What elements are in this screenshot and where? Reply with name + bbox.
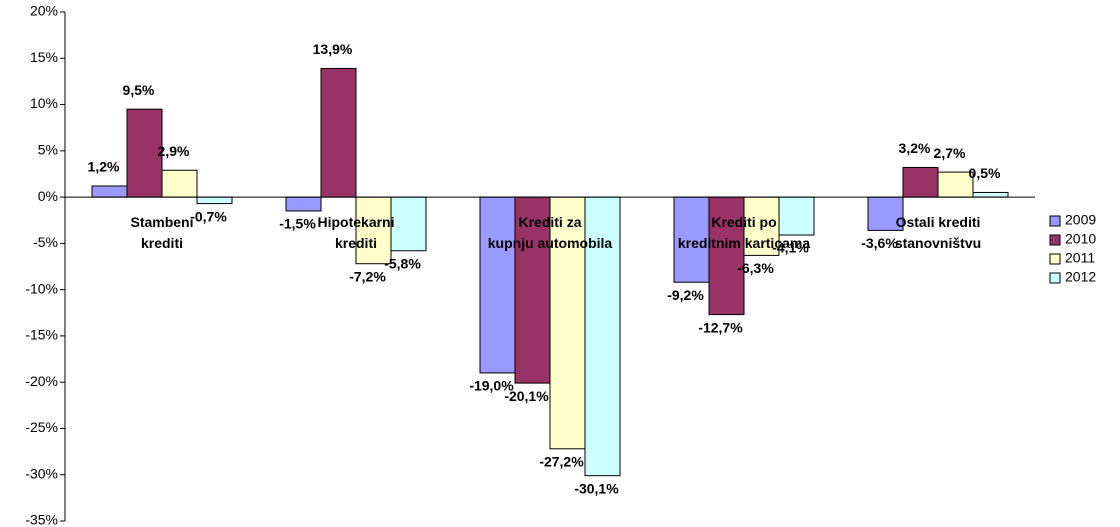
bar [479, 196, 516, 374]
bar [708, 196, 745, 316]
legend-label: 2012 [1065, 269, 1096, 285]
legend-label: 2011 [1065, 250, 1095, 266]
bar [549, 196, 586, 450]
bar [285, 196, 322, 212]
category-label: krediti [335, 235, 377, 251]
value-label: -9,2% [667, 287, 704, 303]
category-label: Stambeni [130, 214, 193, 230]
value-label: 2,9% [158, 143, 190, 159]
bar [867, 196, 904, 231]
value-label: -7,2% [349, 268, 386, 284]
bar [355, 196, 392, 265]
legend-label: 2010 [1065, 231, 1096, 247]
category-label: Ostali krediti [896, 214, 981, 230]
category-label: kreditnim karticama [678, 235, 810, 251]
legend-label: 2009 [1065, 212, 1096, 228]
y-tick-label: 20% [30, 3, 58, 19]
value-label: -1,5% [279, 216, 316, 232]
legend-swatch [1049, 272, 1061, 284]
y-tick-label: -35% [25, 512, 58, 527]
bar [196, 196, 233, 205]
bar [902, 166, 939, 198]
y-tick-label: -10% [25, 280, 58, 296]
y-tick-label: 10% [30, 95, 58, 111]
value-label: 9,5% [123, 82, 155, 98]
y-tick-label: -5% [33, 234, 58, 250]
category-label: krediti [141, 235, 183, 251]
value-label: -12,7% [698, 319, 743, 335]
value-label: -6,3% [737, 260, 774, 276]
category-label: stanovništvu [895, 235, 981, 251]
category-label: Hipotekarni [317, 214, 394, 230]
y-tick-label: 0% [38, 188, 58, 204]
value-label: -3,6% [861, 235, 898, 251]
y-tick-label: -25% [25, 419, 58, 435]
value-label: 1,2% [88, 159, 120, 175]
legend-swatch [1049, 215, 1061, 227]
bar [743, 196, 780, 256]
bar [972, 191, 1009, 198]
bar [161, 169, 198, 198]
value-label: -30,1% [574, 480, 619, 496]
value-label: -27,2% [539, 454, 584, 470]
bar [584, 196, 621, 477]
bar [778, 196, 815, 236]
value-label: -5,8% [384, 255, 421, 271]
y-tick-label: -20% [25, 373, 58, 389]
value-label: -20,1% [504, 388, 549, 404]
value-label: 0,5% [969, 165, 1001, 181]
y-tick-label: -30% [25, 465, 58, 481]
value-label: 3,2% [899, 140, 931, 156]
value-label: -0,7% [190, 208, 227, 224]
category-label: Krediti po [711, 214, 776, 230]
value-label: 2,7% [934, 145, 966, 161]
bar [320, 67, 357, 198]
legend-swatch [1049, 253, 1061, 265]
value-label: -4,1% [772, 240, 809, 256]
bar [126, 108, 163, 198]
value-label: 13,9% [313, 41, 353, 57]
bar [91, 185, 128, 198]
value-label: -19,0% [469, 378, 514, 394]
category-label: kupnju automobila [488, 235, 613, 251]
bar [514, 196, 551, 384]
y-tick-label: 15% [30, 49, 58, 65]
y-tick-label: -15% [25, 327, 58, 343]
bar [937, 171, 974, 198]
legend-swatch [1049, 234, 1061, 246]
category-label: Krediti za [518, 214, 581, 230]
y-tick-label: 5% [38, 142, 58, 158]
bar [390, 196, 427, 252]
